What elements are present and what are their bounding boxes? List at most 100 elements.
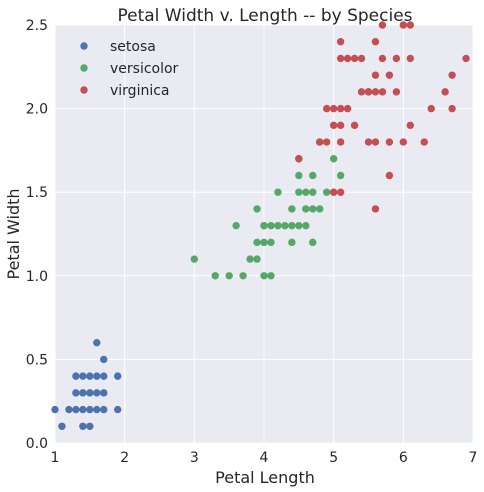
- x-axis-ticks: 1 2 3 4 5 6 7: [51, 450, 478, 466]
- data-point-virginica: [371, 71, 380, 79]
- y-axis-label: Petal Width: [4, 188, 23, 279]
- data-point-virginica: [336, 188, 345, 196]
- data-point-virginica: [357, 54, 366, 63]
- data-point-versicolor: [295, 171, 303, 180]
- y-axis-ticks: 0.0 0.5 1.0 1.5 2.0 2.5: [26, 18, 48, 452]
- data-point-virginica: [336, 104, 345, 113]
- data-point-versicolor: [302, 221, 310, 230]
- data-point-versicolor: [316, 205, 324, 213]
- data-point-virginica: [343, 104, 352, 113]
- data-point-versicolor: [288, 238, 296, 247]
- data-point-virginica: [385, 71, 394, 79]
- data-point-virginica: [371, 138, 380, 146]
- data-point-virginica: [336, 38, 345, 46]
- data-point-versicolor: [267, 221, 275, 230]
- data-point-virginica: [371, 205, 380, 213]
- data-point-versicolor: [260, 221, 268, 230]
- data-point-setosa: [114, 405, 122, 414]
- legend-label-virginica: virginica: [110, 83, 170, 99]
- data-point-virginica: [427, 104, 435, 113]
- data-point-virginica: [448, 71, 456, 79]
- data-point-setosa: [79, 422, 87, 430]
- data-point-setosa: [93, 338, 101, 347]
- data-point-versicolor: [190, 255, 199, 263]
- data-point-versicolor: [309, 205, 317, 213]
- data-point-virginica: [343, 54, 352, 63]
- data-point-virginica: [336, 138, 345, 146]
- data-point-versicolor: [336, 171, 345, 180]
- data-point-setosa: [79, 389, 87, 397]
- data-point-versicolor: [253, 205, 261, 213]
- x-axis-label: Petal Length: [215, 468, 315, 487]
- data-point-setosa: [100, 389, 108, 397]
- data-point-virginica: [336, 121, 345, 130]
- data-point-setosa: [93, 405, 101, 414]
- data-point-virginica: [406, 121, 414, 130]
- data-point-versicolor: [267, 238, 275, 247]
- data-point-versicolor: [309, 238, 317, 247]
- data-point-virginica: [329, 188, 338, 196]
- data-point-setosa: [72, 389, 80, 397]
- data-point-virginica: [392, 54, 401, 63]
- data-point-virginica: [295, 155, 303, 163]
- data-point-setosa: [100, 372, 108, 380]
- data-point-setosa: [86, 389, 94, 397]
- data-point-versicolor: [253, 255, 261, 263]
- data-point-versicolor: [211, 272, 219, 280]
- data-point-setosa: [79, 405, 87, 414]
- y-tick-label: 2.0: [26, 102, 48, 118]
- data-point-versicolor: [281, 221, 289, 230]
- data-point-setosa: [93, 372, 101, 380]
- data-point-versicolor: [274, 188, 282, 196]
- data-point-versicolor: [323, 188, 331, 196]
- data-point-versicolor: [274, 221, 282, 230]
- data-point-versicolor: [302, 188, 310, 196]
- data-point-virginica: [385, 138, 394, 146]
- data-point-setosa: [72, 405, 80, 414]
- data-point-setosa: [86, 422, 94, 430]
- y-tick-label: 0.5: [26, 352, 48, 368]
- data-point-setosa: [93, 389, 101, 397]
- data-point-virginica: [336, 54, 345, 63]
- x-tick-label: 1: [51, 450, 60, 466]
- data-point-virginica: [448, 104, 456, 113]
- data-point-versicolor: [302, 205, 310, 213]
- data-point-virginica: [378, 21, 387, 29]
- y-tick-label: 1.0: [26, 269, 48, 285]
- x-tick-label: 3: [190, 450, 199, 466]
- data-point-versicolor: [309, 188, 317, 196]
- data-point-versicolor: [253, 238, 261, 247]
- data-point-setosa: [86, 372, 94, 380]
- data-point-virginica: [399, 21, 408, 29]
- data-point-virginica: [323, 104, 331, 113]
- data-point-virginica: [316, 138, 324, 146]
- data-point-setosa: [58, 422, 66, 430]
- y-tick-label: 0.0: [26, 436, 48, 452]
- data-point-virginica: [323, 138, 331, 146]
- data-point-virginica: [378, 54, 387, 63]
- data-point-setosa: [86, 405, 94, 414]
- data-point-virginica: [406, 21, 414, 29]
- data-point-versicolor: [295, 188, 303, 196]
- data-point-virginica: [392, 88, 401, 96]
- data-point-versicolor: [288, 205, 296, 213]
- data-point-setosa: [51, 405, 59, 414]
- legend-marker-virginica: [80, 86, 88, 94]
- data-point-setosa: [79, 372, 87, 380]
- legend-label-setosa: setosa: [110, 39, 156, 55]
- data-point-virginica: [357, 88, 366, 96]
- legend-marker-setosa: [80, 42, 88, 50]
- x-tick-label: 5: [329, 450, 338, 466]
- data-point-versicolor: [295, 221, 303, 230]
- data-point-virginica: [462, 54, 470, 63]
- data-point-versicolor: [288, 221, 296, 230]
- data-point-virginica: [371, 88, 380, 96]
- data-point-virginica: [378, 88, 387, 96]
- data-point-versicolor: [246, 255, 254, 263]
- data-point-virginica: [364, 138, 373, 146]
- data-point-versicolor: [260, 272, 268, 280]
- data-point-virginica: [399, 138, 408, 146]
- legend: setosa versicolor virginica: [80, 39, 179, 99]
- data-point-virginica: [385, 171, 394, 180]
- x-tick-label: 4: [260, 450, 269, 466]
